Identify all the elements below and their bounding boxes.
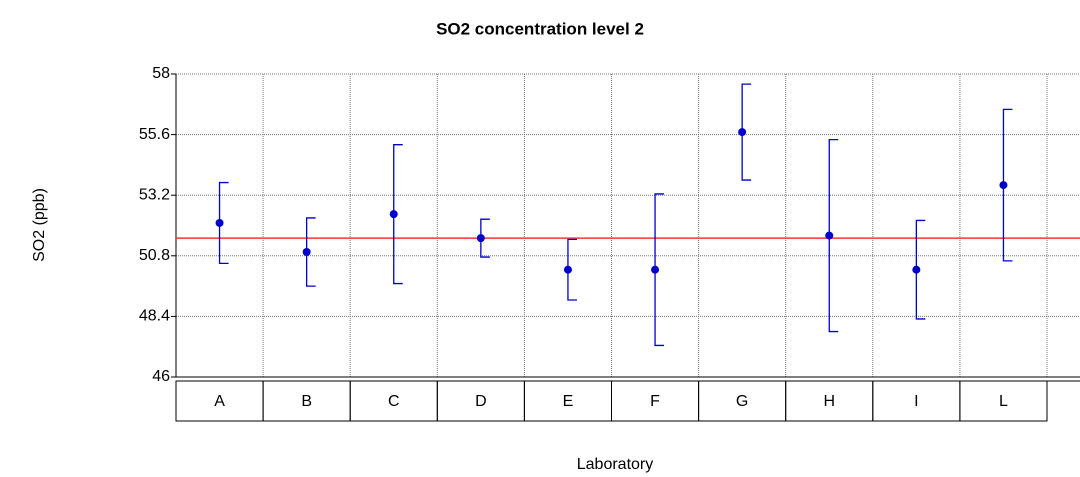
x-tick-label: L [999, 393, 1008, 410]
data-point [825, 231, 834, 240]
data-point [215, 218, 224, 227]
y-axis-label: SO2 (ppb) [31, 188, 48, 262]
data-point [651, 265, 660, 274]
y-tick-label: 46 [152, 368, 170, 385]
data-point [563, 265, 572, 274]
x-tick-label: H [823, 393, 835, 410]
x-tick-label: B [301, 393, 312, 410]
data-point [476, 234, 485, 243]
x-tick-label: F [650, 393, 660, 410]
y-tick-label: 50.8 [139, 247, 170, 264]
y-tick-label: 48.4 [139, 308, 170, 325]
chart-title: SO2 concentration level 2 [436, 19, 644, 38]
x-tick-label: G [736, 393, 748, 410]
y-tick-label: 53.2 [139, 186, 170, 203]
x-tick-label: E [563, 393, 574, 410]
data-point [999, 181, 1008, 190]
x-tick-label: I [914, 393, 918, 410]
x-tick-label: D [475, 393, 487, 410]
x-tick-label: C [388, 393, 400, 410]
y-tick-label: 58 [152, 65, 170, 82]
category-box [959, 380, 1048, 422]
x-axis-label: Laboratory [577, 456, 654, 473]
y-tick-label: 55.6 [139, 126, 170, 143]
data-point [738, 128, 747, 137]
data-point [389, 210, 398, 219]
x-tick-label: A [214, 393, 225, 410]
data-point [302, 248, 311, 257]
data-point [912, 265, 921, 274]
